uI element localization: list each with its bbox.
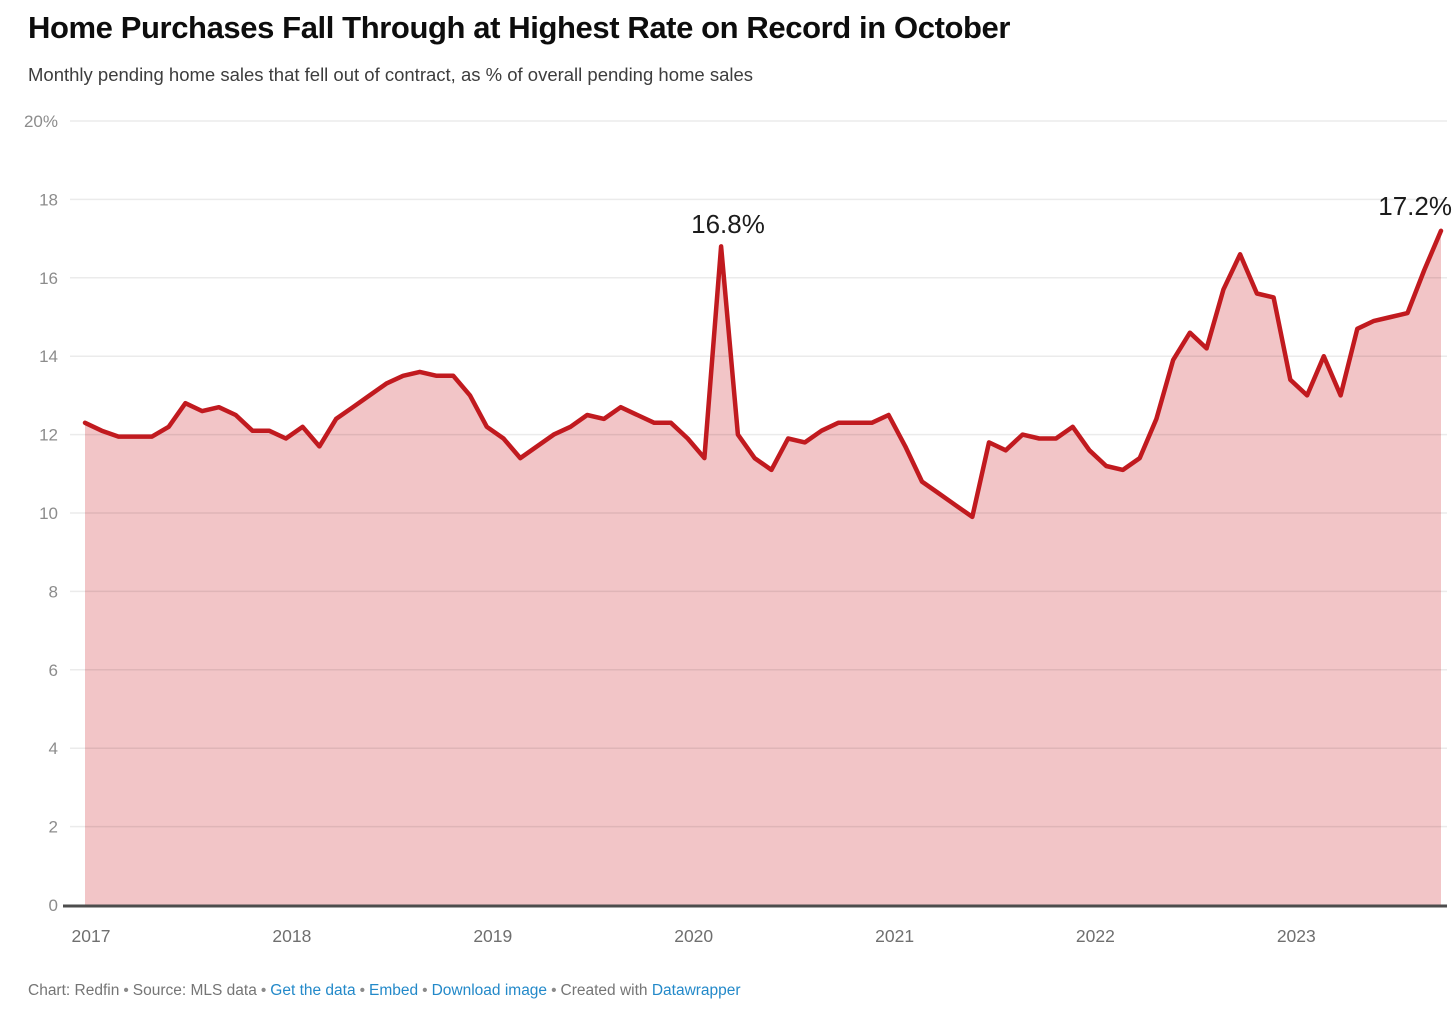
- x-tick-label: 2022: [1076, 926, 1115, 946]
- annotation-latest-value: 17.2%: [1378, 191, 1452, 221]
- page-title: Home Purchases Fall Through at Highest R…: [28, 10, 1011, 45]
- footer-link-download-image[interactable]: Download image: [431, 982, 548, 999]
- y-tick-label: 6: [49, 661, 58, 680]
- y-tick-label: 4: [49, 739, 58, 758]
- y-tick-label: 16: [39, 269, 58, 288]
- y-tick-label: 8: [49, 582, 58, 601]
- footer-text: Source: MLS data: [132, 982, 257, 999]
- y-tick-label: 12: [39, 426, 58, 445]
- gridlines: [70, 120, 1447, 828]
- annotation-2020-spike: 16.8%: [691, 209, 765, 239]
- footer-separator: •: [123, 982, 129, 999]
- footer-text: Created with: [560, 982, 648, 999]
- y-axis-labels: 0 2 4 6 8 10 12 14 16 18 20%: [24, 112, 58, 915]
- chart-footer: Chart: Redfin • Source: MLS data • Get the d…: [28, 982, 1428, 1000]
- footer-link-get-the-data[interactable]: Get the data: [270, 982, 356, 999]
- x-tick-label: 2017: [72, 926, 111, 946]
- y-tick-label: 2: [49, 818, 58, 837]
- chart-subtitle: Monthly pending home sales that fell out…: [28, 64, 754, 85]
- footer-separator: •: [422, 982, 428, 999]
- footer-link-datawrapper[interactable]: Datawrapper: [651, 982, 741, 999]
- footer-text: Chart: Redfin: [28, 982, 120, 999]
- area-fill: [85, 230, 1441, 906]
- footer-separator: •: [551, 982, 557, 999]
- y-tick-label: 20%: [24, 112, 58, 131]
- y-tick-label: 0: [49, 896, 58, 915]
- y-tick-label: 10: [39, 504, 58, 523]
- x-tick-label: 2018: [272, 926, 311, 946]
- footer-separator: •: [359, 982, 366, 999]
- footer-link-embed[interactable]: Embed: [369, 982, 419, 999]
- x-tick-label: 2020: [674, 926, 713, 946]
- x-tick-label: 2023: [1277, 926, 1316, 946]
- footer-separator: •: [260, 982, 267, 999]
- x-tick-label: 2019: [473, 926, 512, 946]
- data-line: [82, 228, 1444, 520]
- y-tick-label: 18: [39, 190, 58, 209]
- y-tick-label: 14: [39, 347, 58, 366]
- x-axis-labels: 2017 2018 2019 2020 2021 2022 2023: [72, 926, 1316, 946]
- x-tick-label: 2021: [875, 926, 914, 946]
